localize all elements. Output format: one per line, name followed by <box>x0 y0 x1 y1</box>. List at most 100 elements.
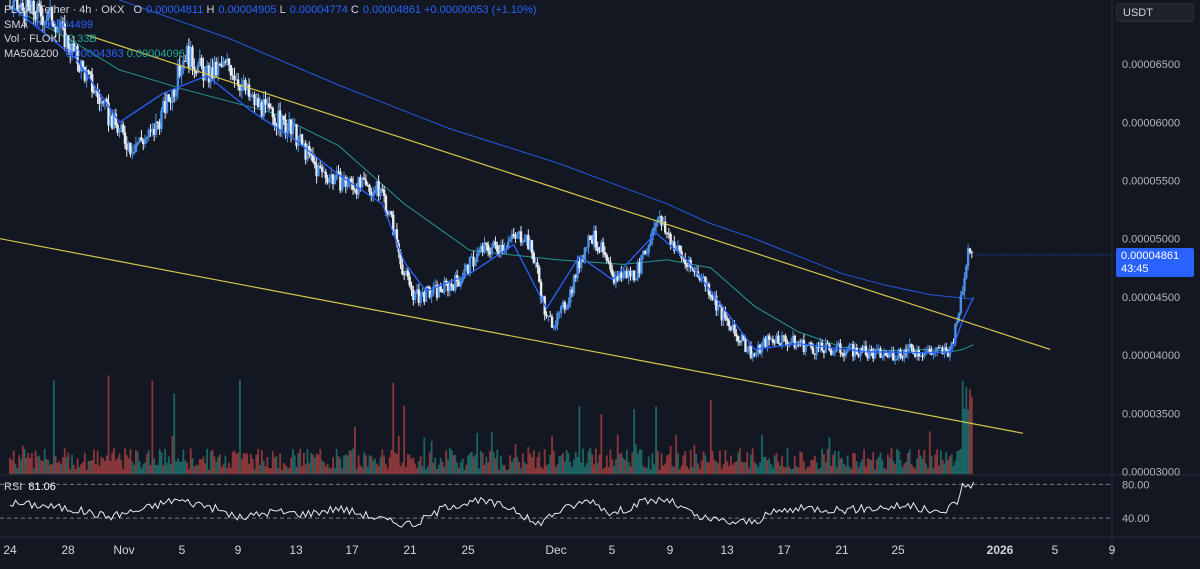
volume-bar <box>277 468 279 474</box>
volume-bar <box>42 461 44 474</box>
volume-bar <box>914 469 916 474</box>
volume-bar <box>739 448 741 474</box>
candle-body <box>607 261 609 263</box>
volume-bar <box>296 467 298 474</box>
candle-body <box>430 294 432 297</box>
volume-row[interactable]: Vol · FLOKI 2.33B <box>4 32 537 47</box>
volume-bar <box>380 457 382 474</box>
candle-body <box>509 239 511 241</box>
time-axis-label: 21 <box>835 543 849 557</box>
candle-body <box>728 320 730 326</box>
volume-bar <box>854 453 856 474</box>
volume-bar <box>606 455 608 474</box>
volume-bar <box>757 467 759 474</box>
volume-bar <box>369 455 371 474</box>
volume-bar <box>411 459 413 474</box>
sma-row[interactable]: SMA 0.00004499 <box>4 18 537 33</box>
volume-bar <box>407 454 409 474</box>
volume-bar <box>319 449 321 474</box>
rsi-pane[interactable]: 80.0040.00 <box>0 479 1150 527</box>
high-label: H <box>206 4 214 16</box>
rsi-label: RSI <box>4 481 22 493</box>
candle-body <box>312 155 314 161</box>
volume-bar <box>575 452 577 474</box>
volume-bar <box>969 389 971 474</box>
volume-bar <box>551 436 553 474</box>
volume-bar <box>880 453 882 474</box>
volume-bar <box>684 451 686 474</box>
candle-body <box>551 317 553 328</box>
volume-bar <box>113 448 115 474</box>
volume-bar <box>36 457 38 474</box>
volume-bar <box>799 451 801 474</box>
volume-bar <box>237 453 239 474</box>
volume-bar <box>666 455 668 474</box>
volume-bar <box>119 453 121 474</box>
volume-bar <box>358 455 360 474</box>
volume-bar <box>234 450 236 474</box>
volume-bar <box>20 459 22 474</box>
volume-bar <box>673 467 675 474</box>
volume-bar <box>770 464 772 474</box>
volume-bar <box>719 451 721 474</box>
volume-bar <box>46 459 48 474</box>
volume-bar <box>215 462 217 474</box>
candle-body <box>888 353 890 357</box>
volume-bar <box>615 459 617 474</box>
volume-bar <box>349 450 351 474</box>
volume-bar <box>819 468 821 474</box>
volume-bar <box>100 457 102 474</box>
volume-bar <box>850 469 852 474</box>
volume-bar <box>792 469 794 474</box>
volume-bar <box>327 464 329 474</box>
candle-body <box>602 242 604 252</box>
volume-bar <box>768 458 770 474</box>
candle-body <box>733 325 735 334</box>
candle-body <box>881 357 883 358</box>
candle-body <box>560 306 562 313</box>
candle-body <box>292 125 294 134</box>
volume-bar <box>964 409 966 474</box>
volume-bar <box>316 453 318 474</box>
volume-bar <box>360 465 362 474</box>
volume-bar <box>485 457 487 474</box>
volume-bar <box>597 463 599 474</box>
candle-body <box>469 257 471 274</box>
volume-bar <box>734 462 736 474</box>
volume-bar <box>409 455 411 474</box>
volume-bar <box>838 451 840 474</box>
candle-body <box>328 178 330 183</box>
candle-body <box>649 240 651 245</box>
ma-row[interactable]: MA50&200 0.00004363 0.00004096 <box>4 47 537 62</box>
volume-bar <box>447 460 449 474</box>
volume-bar <box>142 464 144 474</box>
candle-body <box>565 307 567 310</box>
trendline-lower[interactable] <box>0 236 1023 433</box>
candle-body <box>124 132 126 143</box>
volume-bar <box>655 406 657 474</box>
volume-bar <box>161 452 163 474</box>
volume-bar <box>179 462 181 474</box>
candle-body <box>735 334 737 337</box>
candle-body <box>584 247 586 260</box>
volume-bar <box>803 461 805 474</box>
volume-bar <box>250 454 252 474</box>
quote-currency-button[interactable]: USDT <box>1116 3 1194 22</box>
volume-bar <box>292 449 294 474</box>
candle-body <box>363 178 365 180</box>
volume-bar <box>82 462 84 474</box>
candle-body <box>175 91 177 97</box>
candle-body <box>635 279 637 280</box>
volume-bar <box>657 451 659 474</box>
candle-body <box>516 233 518 238</box>
volume-bar <box>626 450 628 474</box>
volume-bar <box>363 452 365 474</box>
volume-bar <box>750 455 752 474</box>
volume-bar <box>314 458 316 474</box>
volume-bar <box>522 453 524 474</box>
volume-bar <box>341 469 343 474</box>
